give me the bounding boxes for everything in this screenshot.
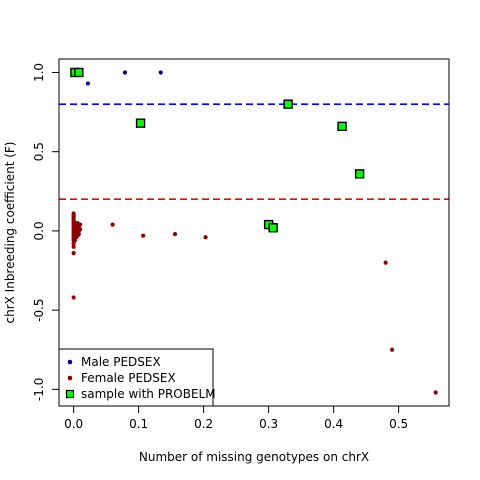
legend-box (58, 348, 214, 407)
x-tick-label: 0.4 (324, 417, 343, 431)
y-axis-title: chrX Inbreeding coefficient (F) (3, 142, 17, 324)
data-point (85, 81, 91, 86)
data-point-square (283, 99, 293, 109)
x-tick-label: 0.1 (129, 417, 148, 431)
data-point (141, 233, 146, 238)
y-axis: 1.0 0.5 0.0 -0.5 -1.0 (32, 63, 60, 401)
legend: Male PEDSEX Female PEDSEX sample with PROB… (58, 348, 216, 407)
data-point (383, 260, 388, 265)
y-tick-label: -0.5 (32, 298, 46, 321)
data-point (71, 250, 76, 256)
data-point (158, 70, 163, 75)
x-tick-label: 0.5 (389, 417, 408, 431)
data-point (71, 295, 76, 300)
x-axis: 0.0 0.1 0.2 0.3 0.4 0.5 (64, 405, 408, 431)
x-axis-title: Number of missing genotypes on chrX (139, 450, 369, 464)
data-point-square (268, 223, 278, 233)
legend-marker-dot (67, 359, 73, 365)
data-point-square (354, 169, 365, 179)
data-point (110, 222, 115, 227)
x-tick-label: 0.3 (259, 417, 278, 431)
data-point-square (74, 67, 84, 78)
y-tick-label: 0.0 (32, 221, 46, 240)
data-point (71, 244, 76, 249)
legend-marker-dot (67, 375, 73, 381)
data-point (78, 222, 83, 227)
data-points (70, 67, 438, 395)
data-point (72, 238, 78, 243)
y-tick-label: 0.5 (32, 142, 46, 161)
data-point-square (135, 118, 146, 128)
data-point (390, 347, 395, 352)
data-point (172, 231, 178, 237)
y-tick-label: 1.0 (32, 63, 46, 82)
legend-label: Female PEDSEX (81, 371, 176, 385)
data-point (71, 241, 76, 246)
legend-label: sample with PROBELM (81, 387, 216, 401)
legend-label: Male PEDSEX (81, 355, 161, 369)
legend-marker-square (65, 389, 75, 399)
data-point (122, 70, 128, 75)
x-tick-label: 0.0 (64, 417, 83, 431)
data-point (76, 231, 81, 237)
data-point (433, 390, 438, 395)
y-tick-label: -1.0 (32, 378, 46, 401)
data-point-square (337, 121, 347, 132)
data-point (78, 227, 83, 232)
x-tick-label: 0.2 (194, 417, 213, 431)
reference-lines (59, 103, 449, 201)
data-point (203, 235, 208, 240)
